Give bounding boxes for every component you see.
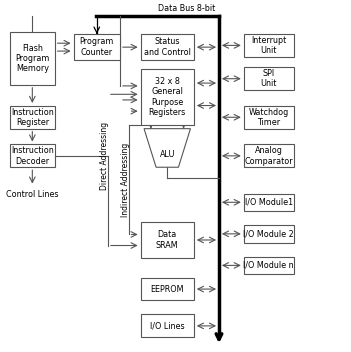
FancyBboxPatch shape <box>141 34 194 60</box>
FancyBboxPatch shape <box>244 257 293 274</box>
Text: I/O Module 2: I/O Module 2 <box>243 230 294 238</box>
Text: Flash
Program
Memory: Flash Program Memory <box>15 44 49 74</box>
Text: I/O Module n: I/O Module n <box>243 261 294 270</box>
Text: ALU: ALU <box>159 150 175 159</box>
Text: Instruction
Decoder: Instruction Decoder <box>11 146 54 165</box>
Text: I/O Module1: I/O Module1 <box>245 198 293 207</box>
FancyBboxPatch shape <box>74 34 120 60</box>
Text: Status
and Control: Status and Control <box>144 37 191 57</box>
Polygon shape <box>144 129 191 167</box>
Text: Data Bus 8-bit: Data Bus 8-bit <box>158 4 216 13</box>
Text: Watchdog
Timer: Watchdog Timer <box>249 108 289 127</box>
Text: Indirect Addressing: Indirect Addressing <box>121 143 130 217</box>
FancyBboxPatch shape <box>141 69 194 125</box>
FancyBboxPatch shape <box>141 278 194 301</box>
FancyBboxPatch shape <box>244 225 293 243</box>
FancyBboxPatch shape <box>244 144 293 167</box>
Text: Data
SRAM: Data SRAM <box>156 230 179 250</box>
Text: EEPROM: EEPROM <box>151 284 184 294</box>
FancyBboxPatch shape <box>244 106 293 129</box>
FancyBboxPatch shape <box>10 32 55 85</box>
Text: Analog
Comparator: Analog Comparator <box>244 146 293 165</box>
FancyBboxPatch shape <box>244 67 293 90</box>
Text: Instruction
Register: Instruction Register <box>11 108 54 127</box>
Text: 32 x 8
General
Purpose
Registers: 32 x 8 General Purpose Registers <box>148 77 186 117</box>
Text: Direct Addressing: Direct Addressing <box>100 122 109 190</box>
Text: I/O Lines: I/O Lines <box>150 321 185 331</box>
FancyBboxPatch shape <box>244 34 293 57</box>
FancyBboxPatch shape <box>10 106 55 129</box>
Text: SPI
Unit: SPI Unit <box>260 69 277 88</box>
Text: Program
Counter: Program Counter <box>80 37 114 57</box>
FancyBboxPatch shape <box>141 221 194 258</box>
Text: Control Lines: Control Lines <box>6 190 59 199</box>
FancyBboxPatch shape <box>141 314 194 337</box>
FancyBboxPatch shape <box>244 194 293 211</box>
Text: Interrupt
Unit: Interrupt Unit <box>251 36 286 55</box>
FancyBboxPatch shape <box>10 144 55 167</box>
